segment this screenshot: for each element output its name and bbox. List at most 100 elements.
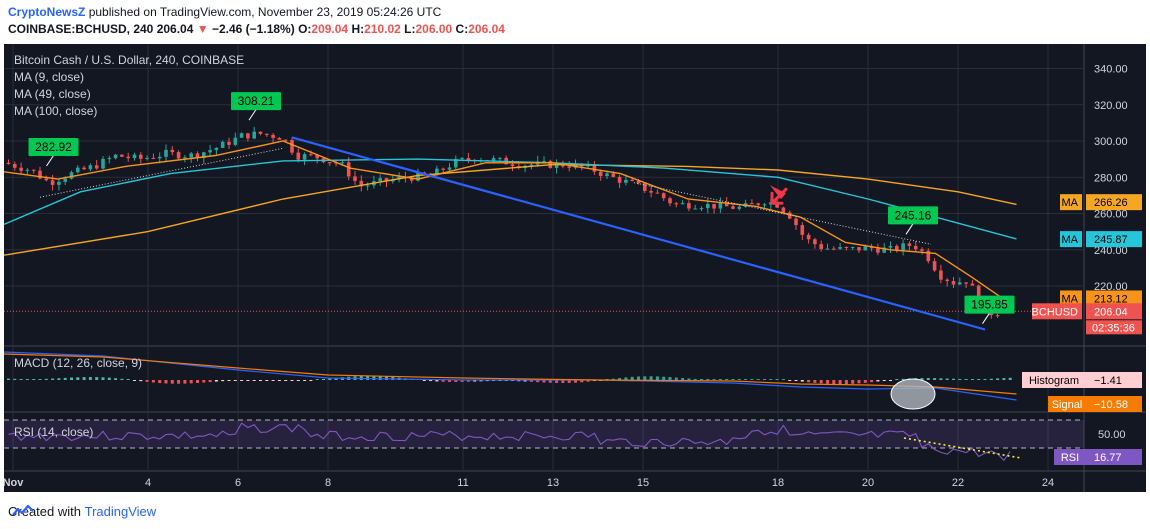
signal-value-label: −10.58 (1094, 399, 1128, 411)
publisher-link[interactable]: CryptoNewsZ (8, 5, 86, 19)
candle-body (145, 157, 149, 159)
candle-body (724, 202, 729, 207)
legend-ma49: MA (49, close) (14, 87, 91, 101)
histogram-bar (277, 380, 281, 381)
candle-body (176, 152, 181, 159)
candle-body (353, 176, 357, 181)
tradingview-link[interactable]: TradingView (84, 504, 157, 519)
candle-body (101, 158, 105, 169)
chart-area[interactable]: 282.92 308.21 245.16 195.85 Histogram −1.41 S… (4, 44, 1146, 492)
time-tick-label: 18 (772, 477, 784, 489)
annotations: 282.92 308.21 245.16 195.85 (28, 92, 1015, 324)
chart-title: Bitcoin Cash / U.S. Dollar, 240, COINBAS… (14, 53, 244, 67)
candle-body (756, 203, 760, 205)
candle-body (655, 192, 660, 194)
candle-body (510, 164, 515, 167)
histogram-bar (454, 380, 458, 382)
candle-body (239, 133, 244, 138)
histogram-bar (284, 380, 288, 381)
histogram-bar (517, 380, 521, 382)
histogram-bar (422, 380, 426, 381)
histogram-bar (265, 380, 269, 381)
histogram-bar (700, 379, 703, 380)
candle-body (498, 157, 502, 159)
histogram-bar (1008, 377, 1012, 380)
candle-body (542, 160, 546, 162)
candle-body (605, 173, 609, 176)
histogram-bar (977, 379, 981, 380)
histogram-bar (788, 380, 792, 381)
price-tick-label: 320.00 (1094, 100, 1128, 112)
rsi-line (8, 422, 1011, 462)
histogram-bar (649, 376, 653, 380)
candle-body (567, 166, 571, 168)
histogram-bar (542, 380, 546, 383)
signal-value-box (1086, 396, 1142, 412)
price-axis[interactable]: 220.00 240.00 260.00 280.00 300.00 320.00 340.… (1032, 64, 1142, 335)
axis-tag-label: MA (1062, 293, 1079, 305)
macd-line (4, 351, 1017, 401)
histogram-bar (996, 378, 1000, 380)
histogram-bar (240, 380, 244, 381)
candle-body (649, 190, 653, 193)
time-tick-label: 11 (457, 477, 468, 489)
rsi-pane: 50.00 RSI 16.77 (4, 419, 1142, 465)
histogram-bar (82, 377, 86, 380)
rsi-band (4, 420, 1084, 448)
candle-body (781, 207, 786, 213)
candle-body (630, 179, 634, 181)
signal-tag-box (1048, 396, 1086, 412)
candle-body (592, 164, 597, 172)
candle-body (283, 139, 288, 141)
candle-body (598, 171, 603, 176)
candle-body (164, 149, 168, 157)
histogram-bar (826, 380, 829, 384)
candle-body (252, 131, 256, 139)
histogram-bar (214, 380, 218, 382)
time-tick-label: 24 (1042, 477, 1054, 489)
candle-body (63, 178, 67, 182)
histogram-bar (775, 379, 779, 380)
histogram-bar (139, 380, 143, 382)
histogram-bar (429, 380, 433, 382)
candle-body (945, 279, 949, 282)
candle-body (340, 162, 345, 164)
candle-body (296, 152, 301, 160)
legend-ma9: MA (9, close) (14, 70, 84, 84)
chart-svg[interactable]: 282.92 308.21 245.16 195.85 Histogram −1.41 S… (4, 44, 1146, 492)
histogram-bar (221, 380, 225, 382)
histogram-bar (19, 379, 23, 380)
candle-body (447, 167, 452, 170)
candle-body (611, 173, 616, 177)
histogram-bar (259, 380, 262, 381)
publish-header: CryptoNewsZ published on TradingView.com… (0, 0, 1150, 42)
histogram-bar (939, 378, 943, 380)
price-tick-label: 240.00 (1094, 245, 1128, 257)
histogram-bar (989, 378, 993, 380)
candle-body (750, 203, 754, 205)
candle-body (31, 169, 36, 171)
candle-body (202, 152, 206, 159)
candle-body (529, 164, 534, 166)
histogram-bar (290, 380, 294, 381)
histogram-bar (145, 380, 149, 382)
histogram-value-box (1086, 372, 1142, 388)
histogram-bar (618, 377, 622, 380)
time-axis[interactable]: Nov 4 6 8 11 13 15 18 20 22 24 (4, 477, 1054, 489)
histogram-bar (819, 380, 823, 384)
histogram-bar (133, 380, 136, 381)
histogram-bar (296, 380, 300, 381)
histogram-bar (448, 380, 451, 382)
candle-body (233, 137, 238, 145)
candle-body (265, 133, 269, 135)
axis-tag-label: MA (1062, 197, 1079, 209)
histogram-bar (183, 380, 187, 384)
low-value: 206.00 (415, 22, 453, 36)
price-tick-label: 340.00 (1094, 64, 1128, 76)
candle-body (107, 158, 112, 160)
candle-body (693, 208, 697, 210)
histogram-bar (227, 380, 231, 381)
callout-label: 282.92 (35, 140, 72, 154)
axis-tag-box (1060, 290, 1082, 307)
histogram-bar (958, 378, 962, 380)
